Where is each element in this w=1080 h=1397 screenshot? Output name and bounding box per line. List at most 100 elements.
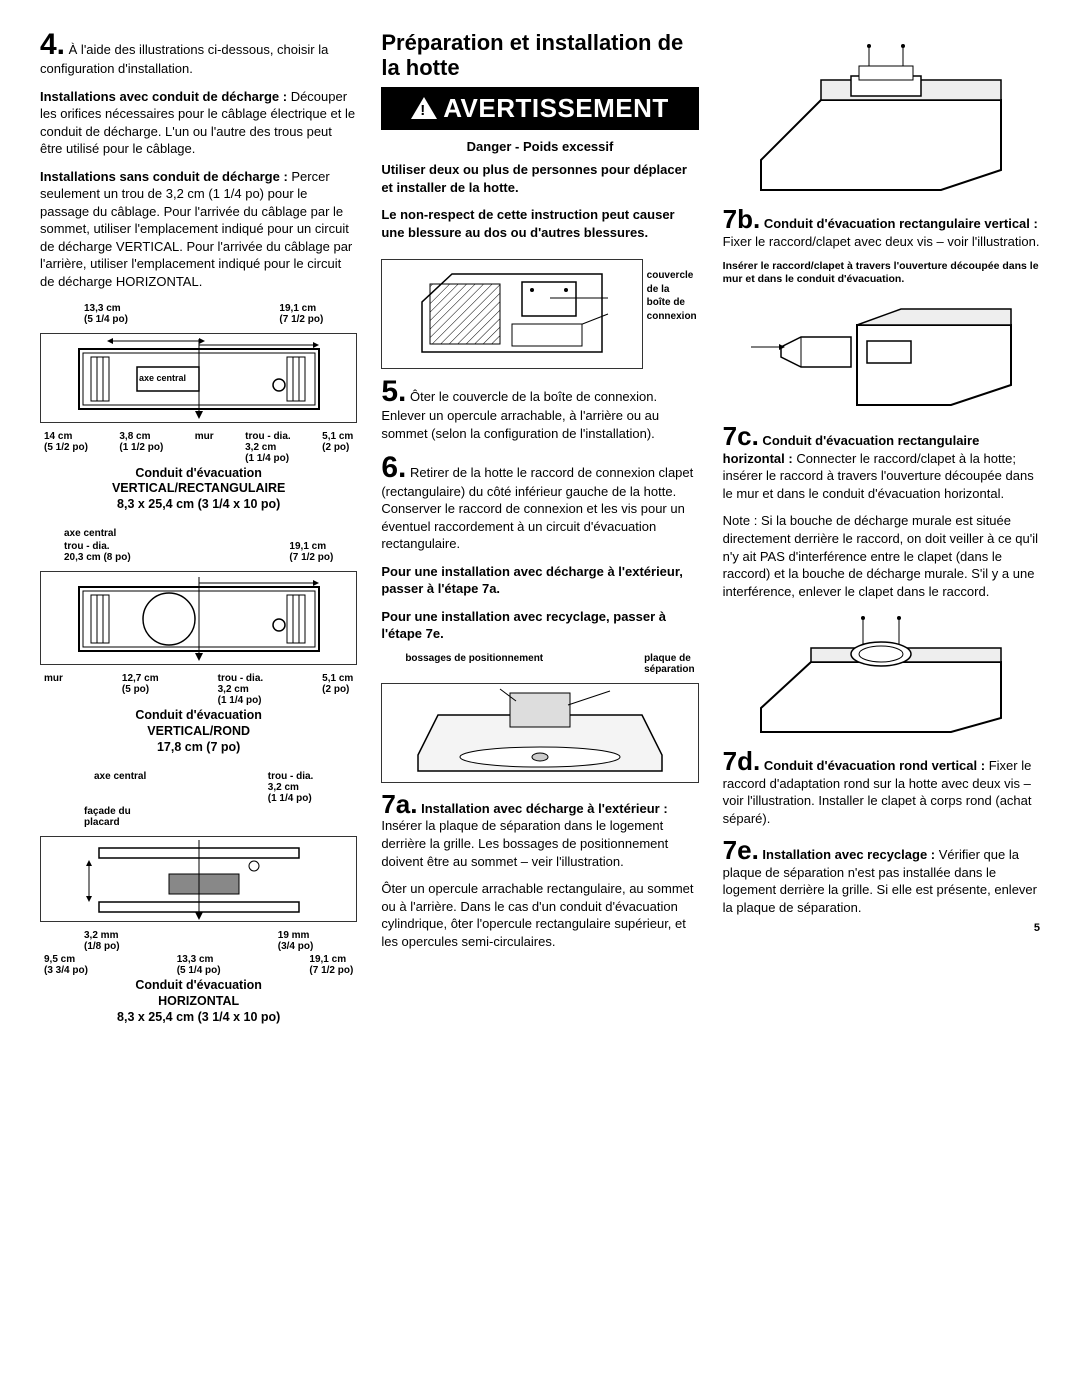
step-4-para: 4. À l'aide des illustrations ci-dessous… xyxy=(40,30,357,78)
hood-front-svg xyxy=(410,685,670,781)
diag2-cap2: VERTICAL/ROND xyxy=(40,724,357,740)
diag3-r19: 19 mm (3/4 po) xyxy=(278,930,314,952)
diag1-cap3: 8,3 x 25,4 cm (3 1/4 x 10 po) xyxy=(40,497,357,513)
diagram-1-figure: axe central xyxy=(40,333,357,423)
diag1-dim-tr: 19,1 cm (7 1/2 po) xyxy=(279,303,323,325)
step-7e-para: 7e. Installation avec recyclage : Vérifi… xyxy=(723,837,1040,916)
note-7b: Insérer le raccord/clapet à travers l'ou… xyxy=(723,260,1040,285)
danger-title: Danger - Poids excessif xyxy=(381,138,698,156)
step-7b-text: Fixer le raccord/clapet avec deux vis – … xyxy=(723,234,1040,249)
diagram-3-wrap: axe central trou - dia. 3,2 cm (1 1/4 po… xyxy=(40,771,357,1025)
couvercle-label: couvercle de la boîte de connexion xyxy=(647,269,699,323)
step-7a-text: Insérer la plaque de séparation dans le … xyxy=(381,818,668,868)
hood-svg xyxy=(412,262,612,366)
step-7b-title: Conduit d'évacuation rectangulaire verti… xyxy=(760,216,1038,231)
diag3-br: 19,1 cm (7 1/2 po) xyxy=(309,954,353,976)
diag2-dim-tr: 19,1 cm (7 1/2 po) xyxy=(289,541,333,563)
diag3-cap1: Conduit d'évacuation xyxy=(40,978,357,994)
inst-avec-para: Installations avec conduit de décharge :… xyxy=(40,88,357,158)
diag2-cap1: Conduit d'évacuation xyxy=(40,708,357,724)
diagram-1-svg: axe central xyxy=(69,335,329,421)
diag3-axe: axe central xyxy=(94,771,146,804)
step-7a-p2: Ôter un opercule arrachable rectangulair… xyxy=(381,880,698,950)
diag1-bl1: 14 cm (5 1/2 po) xyxy=(44,431,88,464)
diag2-mur: mur xyxy=(44,673,63,706)
warning-icon xyxy=(411,97,437,119)
step-6-para: 6. Retirer de la hotte le raccord de con… xyxy=(381,453,698,553)
diag3-bot-dims: 9,5 cm (3 3/4 po) 13,3 cm (5 1/4 po) 19,… xyxy=(44,954,353,976)
warning-label: AVERTISSEMENT xyxy=(443,91,669,126)
diag1-bot-dims: 14 cm (5 1/2 po) 3,8 cm (1 1/2 po) mur t… xyxy=(44,431,353,464)
diag2-top-dims2: trou - dia. 20,3 cm (8 po) 19,1 cm (7 1/… xyxy=(44,541,353,563)
diag1-top-dims: 13,3 cm (5 1/4 po) 19,1 cm (7 1/2 po) xyxy=(44,303,353,325)
step-7c-para: 7c. Conduit d'évacuation rectangulaire h… xyxy=(723,423,1040,502)
step-5-para: 5. Ôter le couvercle de la boîte de conn… xyxy=(381,377,698,442)
diagram-2-svg xyxy=(69,573,329,663)
diagram-3-svg xyxy=(69,838,329,920)
step-7d-para: 7d. Conduit d'évacuation rond vertical :… xyxy=(723,748,1040,827)
diag1-br: 5,1 cm (2 po) xyxy=(322,431,353,464)
danger-p1: Utiliser deux ou plus de personnes pour … xyxy=(381,161,698,196)
step-4-text: À l'aide des illustrations ci-dessous, c… xyxy=(40,42,328,76)
column-2: Préparation et installation de la hotte … xyxy=(381,30,698,1025)
diag2-trou-big: trou - dia. 20,3 cm (8 po) xyxy=(64,541,131,563)
diag2-cap3: 17,8 cm (7 po) xyxy=(40,740,357,756)
branch-ext: Pour une installation avec décharge à l'… xyxy=(381,563,698,598)
diag3-facade: façade du placard xyxy=(84,806,131,828)
inst-sans-para: Installations sans conduit de décharge :… xyxy=(40,168,357,291)
diag3-top-dims2: façade du placard xyxy=(44,806,353,828)
diag2-bot-dims: mur 12,7 cm (5 po) trou - dia. 3,2 cm (1… xyxy=(44,673,353,706)
diag3-cap2: HORIZONTAL xyxy=(40,994,357,1010)
page-columns: 4. À l'aide des illustrations ci-dessous… xyxy=(40,30,1040,1025)
step-6-number: 6. xyxy=(381,451,406,484)
diag3-top-dims: axe central trou - dia. 3,2 cm (1 1/4 po… xyxy=(44,771,353,804)
hood-figure-wrap: couvercle de la boîte de connexion xyxy=(381,251,698,377)
diag3-caption: Conduit d'évacuation HORIZONTAL 8,3 x 25… xyxy=(40,978,357,1025)
step-7e-number: 7e. xyxy=(723,835,759,865)
page-number: 5 xyxy=(723,921,1040,936)
fig-7d-svg xyxy=(741,612,1021,738)
step-5-number: 5. xyxy=(381,375,406,408)
step-7b-number: 7b. xyxy=(723,204,761,234)
diag1-dim-tl: 13,3 cm (5 1/4 po) xyxy=(84,303,128,325)
diag3-mid-dims: 3,2 mm (1/8 po) 19 mm (3/4 po) xyxy=(44,930,353,952)
column-1: 4. À l'aide des illustrations ci-dessous… xyxy=(40,30,357,1025)
step-7d-title: Conduit d'évacuation rond vertical : xyxy=(760,758,988,773)
hood2-labels: bossages de positionnement plaque de sép… xyxy=(385,653,694,675)
section-title: Préparation et installation de la hotte xyxy=(381,30,698,81)
inst-sans-title: Installations sans conduit de décharge : xyxy=(40,169,291,184)
step-7d-number: 7d. xyxy=(723,746,761,776)
fig-7b-svg xyxy=(741,40,1021,196)
danger-p2: Le non-respect de cette instruction peut… xyxy=(381,206,698,241)
column-3: 7b. Conduit d'évacuation rectangulaire v… xyxy=(723,30,1040,1025)
step-6-text: Retirer de la hotte le raccord de connex… xyxy=(381,465,693,552)
diagram-2-figure xyxy=(40,571,357,665)
inst-avec-title: Installations avec conduit de décharge : xyxy=(40,89,291,104)
plaque-label: plaque de séparation xyxy=(644,653,695,675)
warning-bar: AVERTISSEMENT xyxy=(381,87,698,130)
diag2-axe: axe central xyxy=(64,528,116,539)
diag1-bl2: 3,8 cm (1 1/2 po) xyxy=(119,431,163,464)
branch-recy: Pour une installation avec recyclage, pa… xyxy=(381,608,698,643)
diag1-mur: mur xyxy=(195,431,214,464)
diagram-1-wrap: 13,3 cm (5 1/4 po) 19,1 cm (7 1/2 po) xyxy=(40,303,357,513)
fig-7d xyxy=(723,610,1040,740)
step-7c-number: 7c. xyxy=(723,421,759,451)
diag3-bl2: 13,3 cm (5 1/4 po) xyxy=(177,954,221,976)
diag3-l32: 3,2 mm (1/8 po) xyxy=(84,930,120,952)
hood-figure xyxy=(381,259,642,369)
step-7a-title: Installation avec décharge à l'extérieur… xyxy=(417,801,667,816)
step-7e-title: Installation avec recyclage : xyxy=(759,847,939,862)
diag1-axe-label: axe central xyxy=(139,373,186,383)
step-5-text: Ôter le couvercle de la boîte de connexi… xyxy=(381,389,659,441)
boss-label: bossages de positionnement xyxy=(405,653,543,675)
step-4-number: 4. xyxy=(40,28,65,61)
diag2-trou: trou - dia. 3,2 cm (1 1/4 po) xyxy=(218,673,264,706)
diag2-caption: Conduit d'évacuation VERTICAL/ROND 17,8 … xyxy=(40,708,357,755)
inst-sans-text: Percer seulement un trou de 3,2 cm (1 1/… xyxy=(40,169,352,289)
diag2-bl2: 12,7 cm (5 po) xyxy=(122,673,159,706)
hood-front-figure xyxy=(381,683,698,783)
fig-7c xyxy=(723,295,1040,415)
diag3-trou: trou - dia. 3,2 cm (1 1/4 po) xyxy=(268,771,314,804)
diag1-caption: Conduit d'évacuation VERTICAL/RECTANGULA… xyxy=(40,466,357,513)
